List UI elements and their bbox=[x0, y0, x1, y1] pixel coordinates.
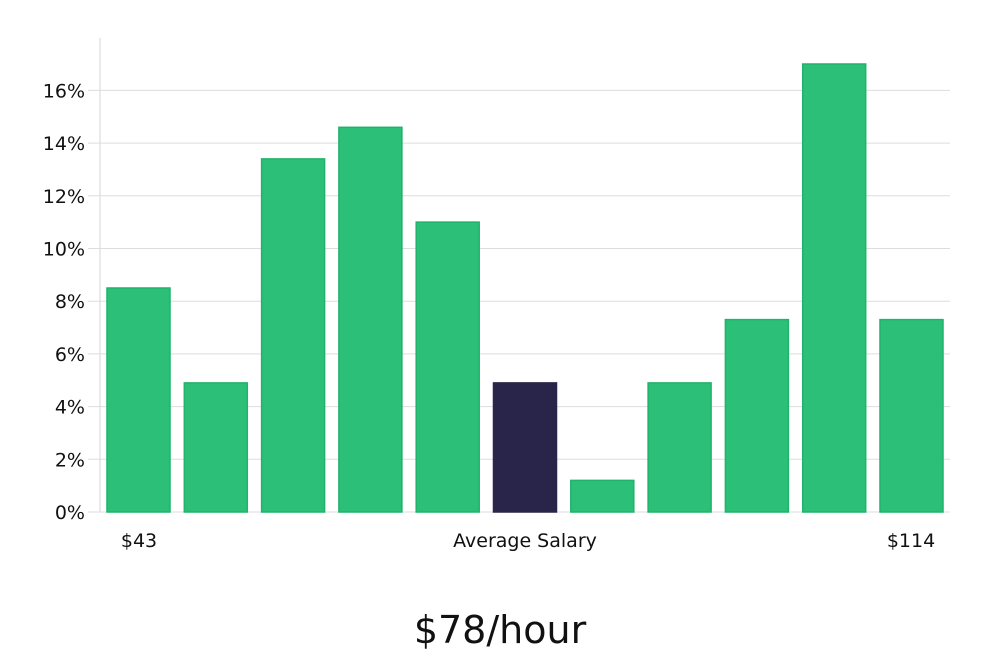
y-tick-label: 8% bbox=[55, 291, 85, 313]
x-end-label: $114 bbox=[887, 530, 935, 552]
bar-highlighted bbox=[492, 382, 558, 513]
y-axis-ticks: 0% 2% 4% 6% 8% 10% 12% 14% 16% bbox=[43, 80, 85, 524]
bar bbox=[183, 382, 249, 513]
y-tick-label: 12% bbox=[43, 186, 85, 208]
y-tick-label: 4% bbox=[55, 397, 85, 419]
bar bbox=[260, 158, 326, 513]
bar bbox=[724, 318, 790, 513]
bars bbox=[106, 63, 944, 513]
x-axis-labels: $43 Average Salary $114 bbox=[121, 530, 935, 552]
bar bbox=[647, 382, 712, 513]
x-center-label: Average Salary bbox=[453, 530, 597, 552]
y-tick-label: 6% bbox=[55, 344, 85, 366]
y-tick-label: 2% bbox=[55, 449, 85, 471]
bar bbox=[106, 287, 171, 513]
bar bbox=[879, 318, 944, 513]
y-tick-label: 14% bbox=[43, 133, 85, 155]
y-tick-label: 0% bbox=[55, 502, 85, 524]
salary-distribution-chart: 0% 2% 4% 6% 8% 10% 12% 14% 16% $43 Average Salar… bbox=[43, 37, 950, 552]
average-salary-headline: $78/hour bbox=[413, 608, 587, 652]
bar bbox=[338, 126, 403, 513]
bar bbox=[570, 479, 635, 513]
x-start-label: $43 bbox=[121, 530, 157, 552]
y-tick-label: 16% bbox=[43, 80, 85, 102]
bar bbox=[415, 221, 480, 513]
bar bbox=[801, 63, 867, 513]
y-tick-label: 10% bbox=[43, 239, 85, 261]
